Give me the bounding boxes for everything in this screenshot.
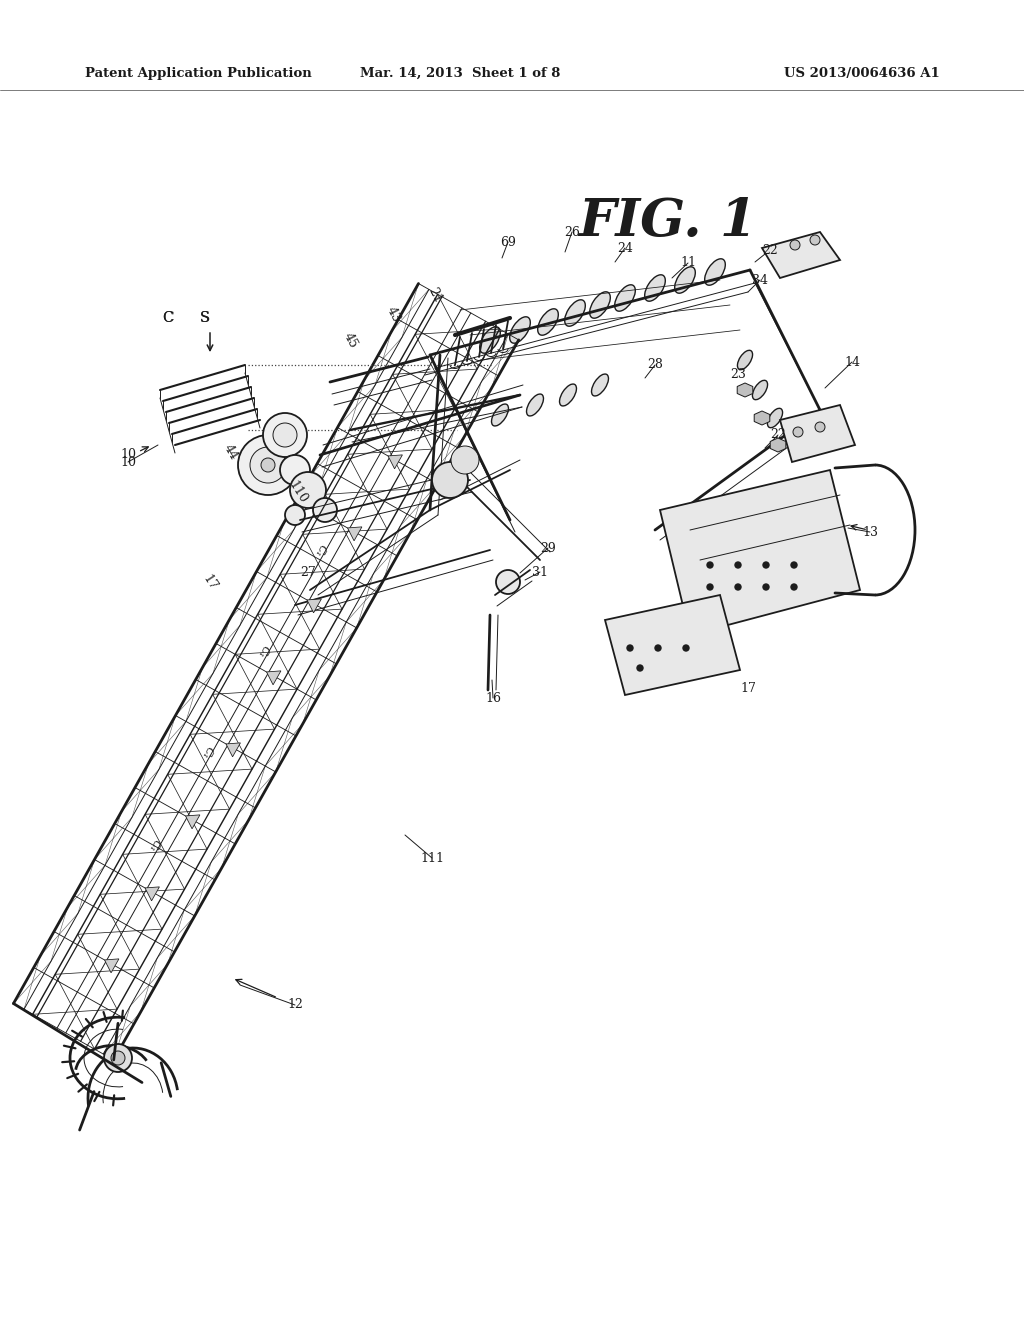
Ellipse shape [559,384,577,407]
Circle shape [273,422,297,447]
Text: 110: 110 [286,478,310,506]
Circle shape [707,562,713,568]
Polygon shape [660,470,860,635]
Ellipse shape [590,292,610,318]
Circle shape [810,235,820,246]
Ellipse shape [737,350,753,370]
Polygon shape [755,411,770,425]
Text: US 2013/0064636 A1: US 2013/0064636 A1 [784,66,940,79]
Ellipse shape [767,408,782,428]
Text: 23: 23 [730,368,745,381]
Text: C: C [162,312,174,325]
Text: 14: 14 [844,355,860,368]
Text: C: C [163,312,173,325]
Ellipse shape [753,380,768,400]
Circle shape [250,447,286,483]
Text: 44: 44 [221,442,241,462]
Circle shape [793,426,803,437]
Text: C₁: C₁ [146,837,162,854]
Circle shape [280,455,310,484]
Polygon shape [185,814,200,829]
Circle shape [683,645,689,651]
Text: 16: 16 [485,692,501,705]
Circle shape [627,645,633,651]
Ellipse shape [492,404,509,426]
Text: C₁: C₁ [199,744,214,760]
Polygon shape [780,405,855,462]
Text: 45: 45 [341,330,359,350]
Circle shape [655,645,662,651]
Polygon shape [226,743,241,756]
Polygon shape [266,671,281,685]
Circle shape [451,446,479,474]
Ellipse shape [510,317,530,343]
Text: 69: 69 [500,235,516,248]
Text: C₁: C₁ [256,643,271,659]
Circle shape [790,240,800,249]
Text: C₁: C₁ [312,543,328,558]
Text: 43: 43 [384,305,402,325]
Ellipse shape [614,285,635,312]
Polygon shape [104,958,119,973]
Text: 22: 22 [770,429,785,441]
Text: 12: 12 [287,998,303,1011]
Ellipse shape [592,374,608,396]
Polygon shape [737,383,753,397]
Ellipse shape [564,300,586,326]
Ellipse shape [705,259,725,285]
Text: 10: 10 [120,449,136,462]
Circle shape [763,562,769,568]
Text: 22: 22 [762,243,778,256]
Circle shape [104,1044,132,1072]
Circle shape [791,583,797,590]
Polygon shape [145,887,160,900]
Circle shape [261,458,275,473]
Circle shape [313,498,337,521]
Text: 17: 17 [740,681,756,694]
Text: 29: 29 [540,541,556,554]
Ellipse shape [675,267,695,293]
Text: Mar. 14, 2013  Sheet 1 of 8: Mar. 14, 2013 Sheet 1 of 8 [359,66,560,79]
Circle shape [763,583,769,590]
Text: 24: 24 [617,242,633,255]
Polygon shape [605,595,740,696]
Ellipse shape [479,327,501,354]
Circle shape [735,583,741,590]
Text: 11: 11 [680,256,696,269]
Polygon shape [307,599,322,612]
Text: 31: 31 [532,565,548,578]
Text: 21: 21 [426,285,444,305]
Circle shape [263,413,307,457]
Text: 13: 13 [862,525,878,539]
Ellipse shape [538,309,558,335]
Text: 10: 10 [120,455,136,469]
Text: 28: 28 [647,359,663,371]
Text: Patent Application Publication: Patent Application Publication [85,66,311,79]
Text: 27: 27 [300,565,315,578]
Text: 17: 17 [201,573,220,593]
Circle shape [285,506,305,525]
Text: FIG. 1: FIG. 1 [579,197,758,247]
Circle shape [735,562,741,568]
Ellipse shape [526,393,544,416]
Polygon shape [388,455,402,469]
Text: S: S [200,312,210,325]
Text: 34: 34 [752,273,768,286]
Circle shape [111,1051,125,1065]
Circle shape [637,665,643,671]
Text: 26: 26 [564,226,580,239]
Circle shape [791,562,797,568]
Text: 111: 111 [420,851,444,865]
Polygon shape [770,438,785,451]
Text: S: S [201,312,210,325]
Circle shape [290,473,326,508]
Circle shape [238,436,298,495]
Circle shape [815,422,825,432]
Polygon shape [347,527,361,541]
Ellipse shape [645,275,666,301]
Circle shape [432,462,468,498]
Circle shape [496,570,520,594]
Polygon shape [762,232,840,279]
Circle shape [707,583,713,590]
